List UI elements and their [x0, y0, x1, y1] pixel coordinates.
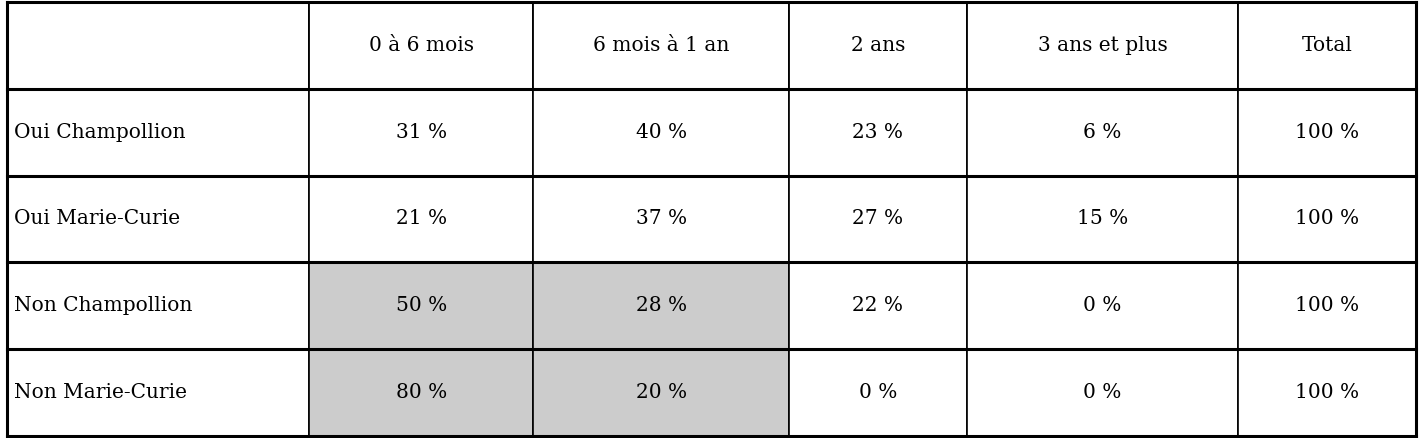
Text: 2 ans: 2 ans [851, 36, 905, 55]
Text: 80 %: 80 % [396, 383, 447, 402]
Text: 6 %: 6 % [1083, 123, 1121, 142]
Text: 0 à 6 mois: 0 à 6 mois [369, 36, 474, 55]
Text: 21 %: 21 % [396, 209, 447, 229]
Text: 20 %: 20 % [636, 383, 687, 402]
Text: 37 %: 37 % [636, 209, 687, 229]
Text: 50 %: 50 % [396, 296, 447, 315]
Text: 0 %: 0 % [858, 383, 896, 402]
Text: 100 %: 100 % [1295, 383, 1359, 402]
Text: Non Marie-Curie: Non Marie-Curie [14, 383, 188, 402]
Text: 6 mois à 1 an: 6 mois à 1 an [593, 36, 730, 55]
Text: 40 %: 40 % [636, 123, 687, 142]
Text: 100 %: 100 % [1295, 296, 1359, 315]
Text: 100 %: 100 % [1295, 123, 1359, 142]
Text: 28 %: 28 % [636, 296, 687, 315]
Text: Oui Marie-Curie: Oui Marie-Curie [14, 209, 181, 229]
Text: 22 %: 22 % [852, 296, 904, 315]
Text: 15 %: 15 % [1077, 209, 1128, 229]
Text: Non Champollion: Non Champollion [14, 296, 192, 315]
Text: 100 %: 100 % [1295, 209, 1359, 229]
Text: 31 %: 31 % [396, 123, 447, 142]
Text: Total: Total [1302, 36, 1352, 55]
Text: Oui Champollion: Oui Champollion [14, 123, 186, 142]
Text: 0 %: 0 % [1083, 296, 1121, 315]
Text: 27 %: 27 % [852, 209, 904, 229]
Text: 23 %: 23 % [852, 123, 904, 142]
Text: 3 ans et plus: 3 ans et plus [1037, 36, 1167, 55]
Text: 0 %: 0 % [1083, 383, 1121, 402]
